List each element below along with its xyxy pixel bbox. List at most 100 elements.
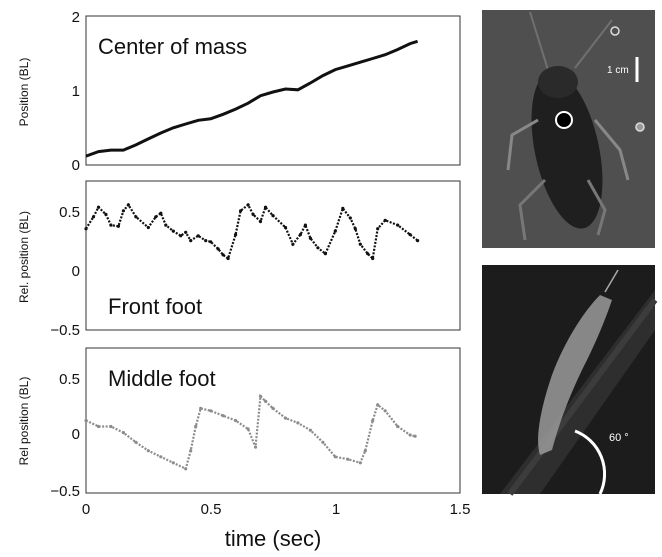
data-point: [258, 219, 263, 224]
photo-top-view: 1 cm: [482, 10, 655, 248]
y-tick-label: 0: [72, 263, 80, 280]
y-axis-label: Rel. position (BL): [17, 211, 31, 303]
data-point: [371, 256, 375, 261]
y-axis-label: Position (BL): [17, 58, 31, 127]
data-point: [246, 203, 250, 207]
data-point: [84, 418, 88, 423]
data-point: [376, 227, 380, 231]
front-foot-marker: [610, 26, 620, 36]
data-point: [358, 461, 362, 465]
data-point: [366, 252, 370, 256]
center-of-mass-marker: [555, 111, 573, 129]
data-point: [348, 216, 352, 220]
y-tick-labels: 0.5 0 −0.5: [50, 371, 80, 500]
data-point: [363, 449, 367, 453]
data-point: [396, 424, 400, 429]
y-tick-label: −0.5: [50, 483, 80, 500]
incline-edge: [507, 298, 658, 496]
data-point: [263, 399, 268, 403]
data-point: [209, 409, 213, 413]
data-point: [221, 414, 225, 418]
data-point: [333, 455, 337, 459]
antenna: [529, 11, 549, 71]
angle-arc: [574, 429, 607, 495]
data-point: [413, 434, 417, 438]
data-point: [184, 467, 188, 471]
series-center-of-mass: [85, 39, 419, 158]
data-point: [346, 457, 350, 461]
x-tick-label: 0.5: [201, 501, 222, 518]
data-point: [96, 424, 101, 429]
series-line: [85, 39, 419, 158]
data-point: [179, 234, 183, 238]
series-middle-foot: [84, 393, 417, 471]
middle-foot-marker: [635, 122, 645, 132]
data-point: [383, 409, 387, 413]
data-point: [333, 229, 337, 233]
data-point: [199, 406, 203, 410]
y-tick-label: 0: [72, 157, 80, 174]
data-point: [298, 233, 302, 237]
data-point: [146, 225, 150, 230]
data-point: [134, 215, 138, 219]
data-point: [146, 449, 150, 453]
data-point: [184, 230, 188, 234]
y-tick-label: 0.5: [59, 371, 80, 388]
data-point: [159, 455, 163, 459]
data-point: [371, 418, 375, 423]
data-point: [239, 209, 243, 213]
data-point: [283, 416, 288, 420]
y-tick-label: 2: [72, 9, 80, 26]
data-point: [121, 209, 125, 213]
data-point: [303, 223, 307, 227]
y-tick-label: −0.5: [50, 322, 80, 339]
data-point: [91, 215, 96, 219]
data-point: [396, 223, 400, 227]
data-point: [189, 449, 193, 453]
data-point: [171, 461, 175, 465]
x-tick-label: 1: [332, 501, 340, 518]
leg: [593, 119, 630, 181]
data-point: [196, 234, 200, 238]
data-point: [171, 229, 175, 233]
data-point: [383, 218, 387, 222]
x-axis-label: time (sec): [225, 526, 322, 551]
data-point: [116, 224, 120, 228]
data-point: [164, 223, 168, 227]
data-point: [253, 445, 258, 449]
series-front-foot: [84, 202, 420, 261]
data-point: [353, 227, 357, 231]
plot-frame: [85, 15, 461, 166]
data-point: [96, 205, 101, 209]
y-tick-label: 0: [72, 426, 80, 443]
data-point: [296, 421, 300, 425]
data-point: [109, 424, 113, 429]
y-axis-label: Rel position (BL): [17, 377, 31, 466]
panel-middle-foot: Middle foot Rel position (BL) 0.5 0 −0.5…: [17, 347, 471, 551]
data-point: [271, 214, 275, 218]
data-point: [258, 394, 263, 398]
leg: [506, 118, 539, 171]
cockroach-body: [531, 71, 603, 229]
data-point: [104, 212, 108, 216]
plot-frame: [85, 180, 461, 331]
data-point: [234, 233, 238, 237]
data-point: [226, 256, 230, 261]
data-point: [376, 403, 380, 407]
data-point: [408, 433, 412, 437]
data-point: [159, 211, 163, 215]
cockroach-head: [538, 66, 578, 98]
scale-bar-label: 1 cm: [607, 65, 629, 76]
cockroach-side: [538, 295, 612, 455]
x-tick-label: 1.5: [450, 501, 471, 518]
data-point: [189, 239, 193, 243]
data-point: [134, 440, 138, 444]
y-tick-label: 0.5: [59, 204, 80, 221]
data-point: [221, 253, 225, 257]
y-tick-label: 1: [72, 83, 80, 100]
data-point: [341, 206, 345, 210]
x-tick-label: 0: [82, 501, 90, 518]
data-point: [84, 227, 88, 231]
data-point: [109, 223, 113, 227]
antenna: [574, 19, 613, 69]
